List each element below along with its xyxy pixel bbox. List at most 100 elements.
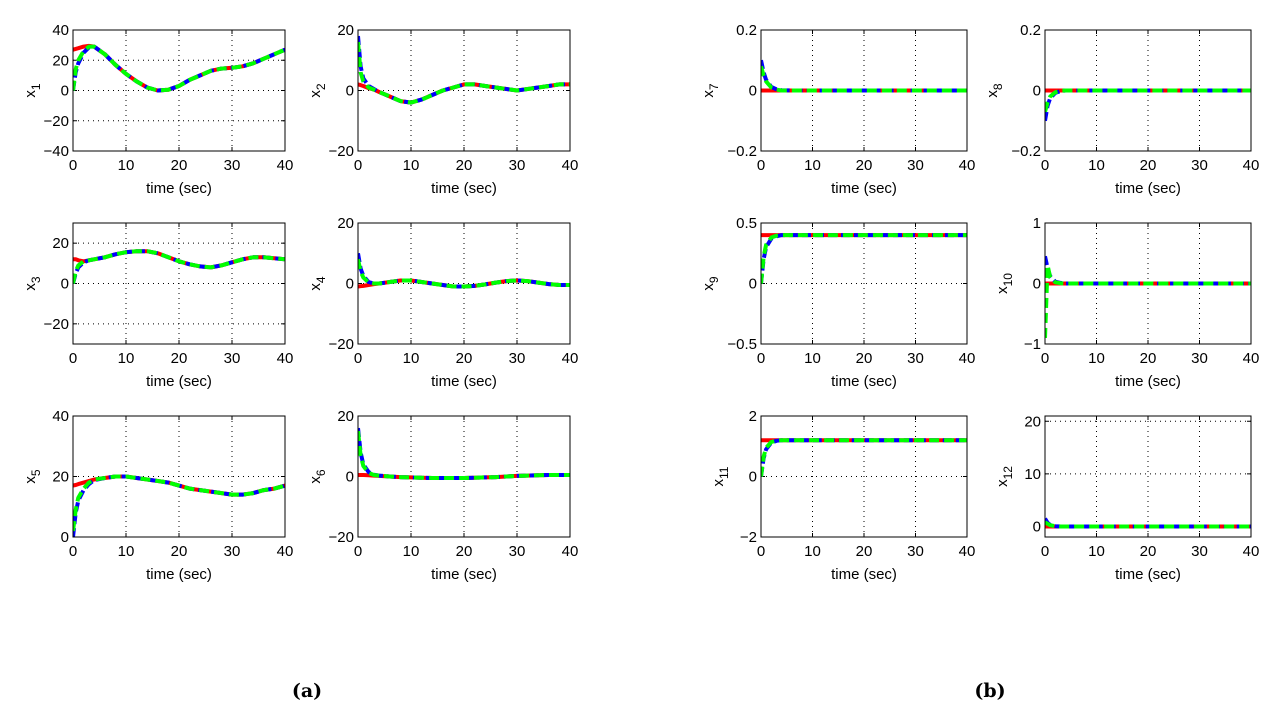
y-tick-label: 2 <box>749 408 757 425</box>
y-tick-label: −1 <box>1024 336 1041 353</box>
y-label-subscript: 3 <box>29 276 43 283</box>
series-green-line <box>1045 263 1251 338</box>
y-label-base: x <box>994 286 1011 294</box>
x-axis-label: time (sec) <box>431 373 497 390</box>
series-group <box>73 249 285 285</box>
x-tick-label: 10 <box>804 157 821 174</box>
series-group <box>1045 88 1251 122</box>
y-tick-label: −0.2 <box>1011 143 1041 160</box>
y-label-subscript: 6 <box>314 469 328 476</box>
y-axis-label: x9 <box>700 276 721 291</box>
series-green-line <box>761 65 967 93</box>
x-tick-label: 40 <box>1243 543 1260 560</box>
x-tick-label: 30 <box>224 543 241 560</box>
x-tick-label: 40 <box>959 350 976 367</box>
x-tick-label: 10 <box>403 350 420 367</box>
y-tick-label: 20 <box>52 52 69 69</box>
y-tick-label: 40 <box>52 22 69 39</box>
y-tick-label: 0 <box>346 469 354 486</box>
x-tick-label: 10 <box>118 350 135 367</box>
axes-frame <box>1044 29 1252 152</box>
y-axis-label: x1 <box>22 83 43 98</box>
y-axis-label: x5 <box>22 469 43 484</box>
x-tick-label: 20 <box>856 350 873 367</box>
x-tick-label: 30 <box>509 543 526 560</box>
x-tick-label: 10 <box>118 157 135 174</box>
series-blue-line <box>1045 88 1251 122</box>
axes-frame <box>1044 222 1252 345</box>
series-green-line <box>358 41 570 105</box>
axes-frame <box>760 29 968 152</box>
x-tick-label: 30 <box>224 350 241 367</box>
y-axis-label: x6 <box>307 469 328 484</box>
x-tick-label: 0 <box>69 350 77 367</box>
x-tick-label: 0 <box>354 157 362 174</box>
axes-frame <box>1044 415 1252 538</box>
y-tick-label: −2 <box>740 529 757 546</box>
x-tick-label: 30 <box>1191 543 1208 560</box>
x-axis-label: time (sec) <box>146 373 212 390</box>
series-group <box>73 43 285 93</box>
y-label-subscript: 9 <box>707 276 721 283</box>
y-label-base: x <box>984 90 1001 98</box>
y-tick-label: −40 <box>44 143 69 160</box>
series-green-line <box>761 233 967 284</box>
y-label-base: x <box>307 476 324 484</box>
y-tick-label: −20 <box>329 143 354 160</box>
y-tick-label: −20 <box>44 113 69 130</box>
y-label-subscript: 2 <box>314 83 328 90</box>
x-axis-label: time (sec) <box>1115 180 1181 197</box>
x-tick-label: 30 <box>509 157 526 174</box>
y-tick-label: 0 <box>61 529 69 546</box>
x-tick-label: 10 <box>1088 543 1105 560</box>
y-tick-label: 0 <box>346 276 354 293</box>
x-tick-label: 40 <box>959 543 976 560</box>
y-label-subscript: 12 <box>1001 466 1015 480</box>
y-label-subscript: 4 <box>314 276 328 283</box>
subplot-x12: 0 10 20 30 40 0 10 20 time (sec) x12 <box>994 413 1259 583</box>
x-axis-label: time (sec) <box>146 180 212 197</box>
y-label-subscript: 11 <box>717 466 731 479</box>
x-tick-label: 30 <box>509 350 526 367</box>
x-tick-label: 10 <box>403 157 420 174</box>
y-label-base: x <box>994 479 1011 487</box>
x-tick-label: 10 <box>804 543 821 560</box>
y-tick-label: 20 <box>337 408 354 425</box>
x-tick-label: 40 <box>959 157 976 174</box>
y-tick-label: 0 <box>1033 276 1041 293</box>
series-group <box>761 59 967 93</box>
x-tick-label: 0 <box>69 157 77 174</box>
y-label-base: x <box>307 283 324 291</box>
x-tick-label: 30 <box>907 350 924 367</box>
x-tick-label: 40 <box>562 157 579 174</box>
x-tick-label: 10 <box>1088 157 1105 174</box>
y-tick-label: 0 <box>749 83 757 100</box>
y-tick-label: −0.5 <box>727 336 757 353</box>
series-green-line <box>761 438 967 477</box>
y-tick-label: −20 <box>329 529 354 546</box>
y-axis-label: x2 <box>307 83 328 98</box>
series-green-line <box>358 258 570 289</box>
x-tick-label: 20 <box>456 543 473 560</box>
caption-a: (a) <box>292 680 322 702</box>
y-tick-label: 0 <box>61 276 69 293</box>
x-tick-label: 30 <box>224 157 241 174</box>
x-tick-label: 0 <box>354 350 362 367</box>
x-tick-label: 30 <box>907 157 924 174</box>
y-label-subscript: 8 <box>991 83 1005 90</box>
x-axis-label: time (sec) <box>1115 566 1181 583</box>
y-label-base: x <box>22 476 39 484</box>
axes-frame <box>357 415 571 538</box>
x-tick-label: 0 <box>757 157 765 174</box>
x-tick-label: 0 <box>69 543 77 560</box>
y-label-base: x <box>700 283 717 291</box>
y-tick-label: −20 <box>44 316 69 333</box>
x-tick-label: 40 <box>1243 157 1260 174</box>
y-tick-label: 0.2 <box>1020 22 1041 39</box>
axes-frame <box>760 222 968 345</box>
x-tick-label: 40 <box>277 543 294 560</box>
x-axis-label: time (sec) <box>431 180 497 197</box>
